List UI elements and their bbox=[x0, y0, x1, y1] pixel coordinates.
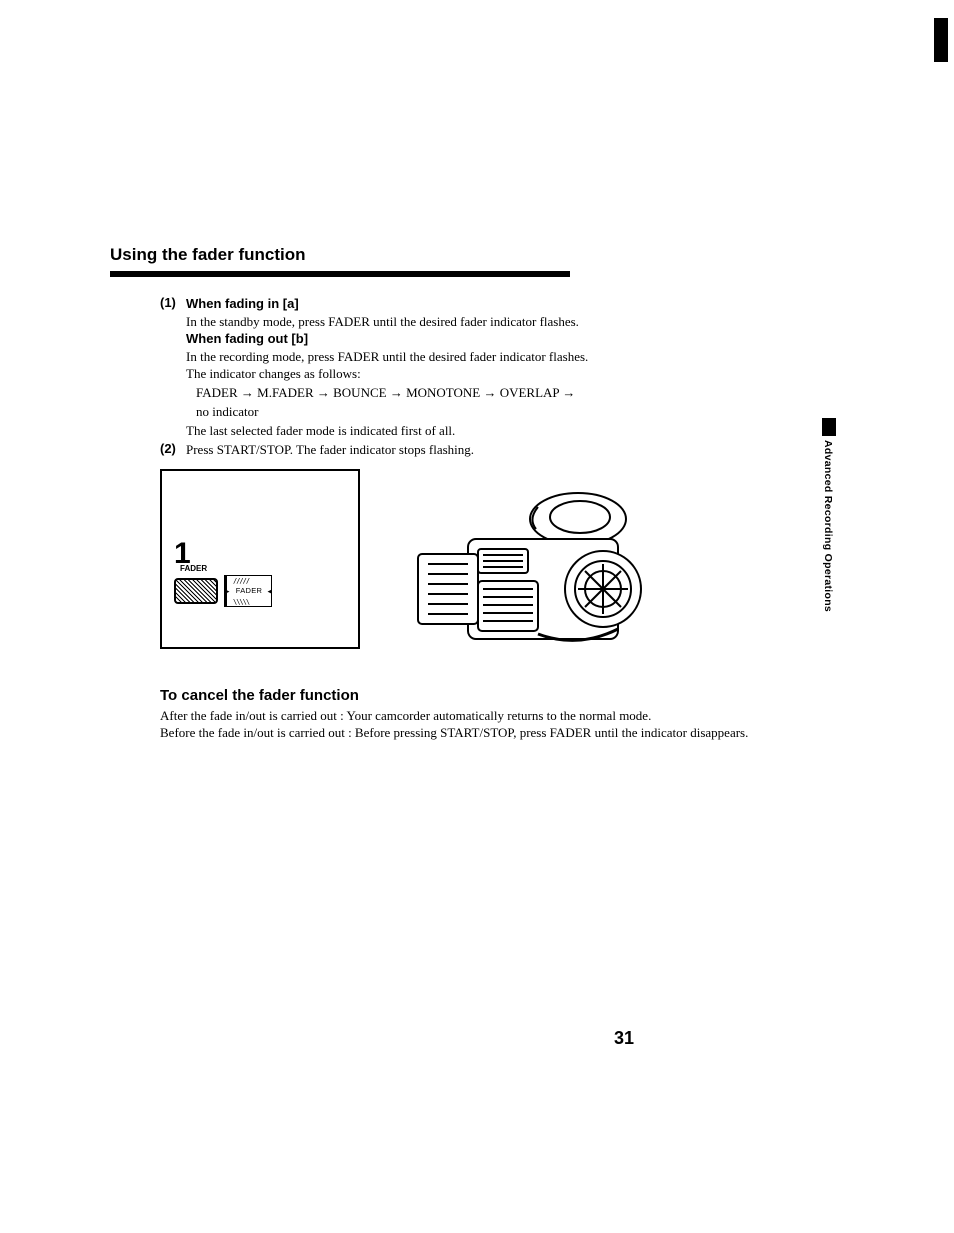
page-number: 31 bbox=[614, 1028, 634, 1049]
cancel-before-text: Before the fade in/out is carried out : … bbox=[160, 724, 780, 742]
step-2-body: Press START/STOP. The fader indicator st… bbox=[186, 441, 780, 459]
fader-button-icon bbox=[174, 578, 218, 604]
lcd-fader-text: FADER bbox=[236, 586, 263, 595]
lcd-arrow-right: ◂ bbox=[267, 586, 272, 597]
step-2: (2) Press START/STOP. The fader indicato… bbox=[160, 441, 780, 459]
section-title-rule bbox=[110, 271, 570, 277]
indicator-sequence-end: no indicator bbox=[186, 402, 780, 422]
step-1-number: (1) bbox=[160, 295, 186, 439]
fading-in-body: In the standby mode, press FADER until t… bbox=[186, 313, 780, 331]
lcd-arrow-left: ▸ bbox=[225, 586, 230, 597]
step-1: (1) When fading in [a] In the standby mo… bbox=[160, 295, 780, 439]
indicator-sequence: FADER → M.FADER → BOUNCE → MONOTONE → OV… bbox=[186, 383, 780, 403]
fading-out-body: In the recording mode, press FADER until… bbox=[186, 348, 780, 366]
main-content: (1) When fading in [a] In the standby mo… bbox=[160, 295, 780, 742]
section-side-tab: Advanced Recording Operations bbox=[822, 418, 838, 612]
scan-edge-mark bbox=[934, 18, 948, 62]
fader-button-label: FADER bbox=[180, 564, 207, 573]
step-1-body: When fading in [a] In the standby mode, … bbox=[186, 295, 780, 439]
side-tab-label: Advanced Recording Operations bbox=[822, 440, 834, 612]
step-2-number: (2) bbox=[160, 441, 186, 459]
lcd-bars-top: ///// bbox=[233, 577, 249, 585]
lcd-bars-bottom: \\\\\ bbox=[233, 598, 249, 606]
fader-control-group: FADER ///// ▸ FADER ◂ \\\\\ bbox=[174, 575, 272, 607]
side-tab-marker bbox=[822, 418, 836, 436]
indicator-intro: The indicator changes as follows: bbox=[186, 365, 780, 383]
figure-row: 1 FADER ///// ▸ FADER ◂ \\\\\ bbox=[160, 469, 780, 669]
control-panel-diagram: 1 FADER ///// ▸ FADER ◂ \\\\\ bbox=[160, 469, 360, 649]
cancel-title: To cancel the fader function bbox=[160, 687, 780, 704]
lcd-indicator: ///// ▸ FADER ◂ \\\\\ bbox=[224, 575, 272, 607]
fading-out-title: When fading out [b] bbox=[186, 330, 780, 348]
camcorder-illustration bbox=[378, 469, 648, 669]
cancel-after-text: After the fade in/out is carried out : Y… bbox=[160, 707, 780, 725]
page-content: Using the fader function (1) When fading… bbox=[110, 245, 850, 742]
section-title: Using the fader function bbox=[110, 245, 850, 265]
fading-in-title: When fading in [a] bbox=[186, 295, 780, 313]
last-selected-note: The last selected fader mode is indicate… bbox=[186, 422, 780, 440]
